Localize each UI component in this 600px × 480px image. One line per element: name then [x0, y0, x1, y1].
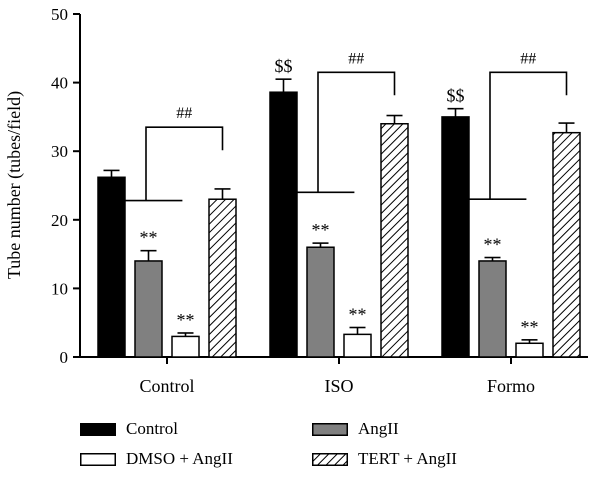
legend-label: AngII [358, 419, 399, 438]
y-axis-label: Tube number (tubes/field) [4, 91, 25, 279]
legend-item: Control [80, 418, 178, 440]
comparison-label: ## [348, 50, 364, 67]
legend-swatch [80, 422, 116, 436]
significance-mark: $$ [275, 56, 293, 76]
bar [306, 246, 335, 358]
x-tick-label: Formo [487, 376, 535, 396]
bar [515, 342, 544, 358]
comparison-bracket [291, 71, 396, 194]
bar [208, 198, 237, 358]
legend-swatch [312, 422, 348, 436]
bar [134, 260, 163, 358]
y-tick-label: 30 [51, 142, 68, 161]
y-tick-label: 20 [51, 211, 68, 230]
y-tick-label: 10 [51, 279, 68, 298]
legend: Control AngII DMSO + AngII TERT + AngII [80, 418, 580, 474]
legend-item: AngII [312, 418, 399, 440]
legend-swatch [80, 452, 116, 466]
legend-label: TERT + AngII [358, 449, 457, 468]
significance-mark: ** [484, 235, 502, 255]
bar [441, 116, 470, 358]
x-tick-label: Control [139, 376, 194, 396]
significance-mark: ** [140, 228, 158, 248]
y-tick-label: 0 [60, 348, 69, 367]
significance-mark: ** [177, 310, 195, 330]
comparison-label: ## [176, 105, 192, 122]
significance-mark: ** [312, 220, 330, 240]
x-tick-label: ISO [324, 376, 353, 396]
significance-mark: ** [521, 317, 539, 337]
legend-label: Control [126, 419, 178, 438]
bar [380, 123, 409, 358]
comparison-bracket [463, 71, 568, 201]
y-tick-label: 50 [51, 5, 68, 24]
legend-label: DMSO + AngII [126, 449, 233, 468]
y-tick-label: 40 [51, 74, 68, 93]
bar [171, 335, 200, 358]
legend-item: DMSO + AngII [80, 448, 233, 470]
legend-swatch [312, 452, 348, 466]
bar [552, 131, 581, 358]
comparison-bracket [119, 126, 224, 202]
significance-mark: ** [349, 305, 367, 325]
bar [478, 260, 507, 358]
significance-mark: $$ [447, 86, 465, 106]
plot-area: 0 10 20 30 40 50 Control ** ** ISO $$ ** ** Formo $$ **… [51, 5, 588, 396]
comparison-label: ## [520, 50, 536, 67]
bar [269, 91, 298, 358]
legend-item: TERT + AngII [312, 448, 457, 470]
bar [343, 333, 372, 358]
bar [97, 176, 126, 358]
